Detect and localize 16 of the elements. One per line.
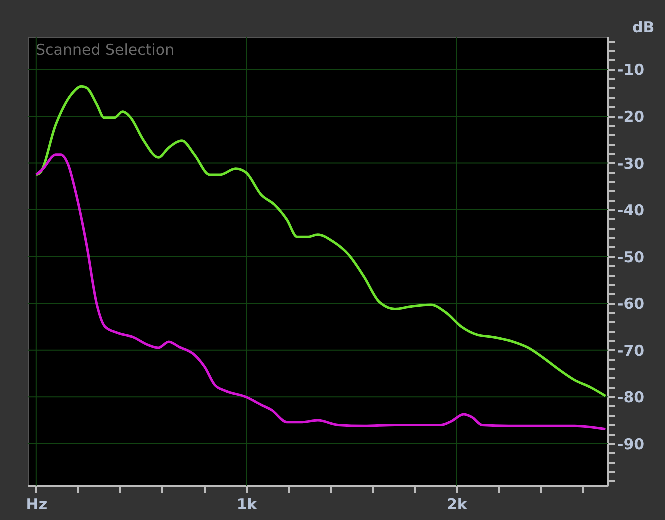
y-tick-label: -60 <box>618 295 645 314</box>
x-tick-label: 1k <box>236 496 258 514</box>
chart-title: Scanned Selection <box>36 41 175 59</box>
x-tick-label: Hz <box>26 496 48 514</box>
x-tick-label: 2k <box>446 496 468 514</box>
y-tick-label: -10 <box>618 61 645 80</box>
y-tick-label: -40 <box>618 202 645 220</box>
y-tick-label: -70 <box>618 342 645 360</box>
y-axis-title: dB <box>632 18 655 36</box>
line-series <box>35 85 607 398</box>
y-tick-label: -30 <box>618 154 645 173</box>
line-series <box>35 154 607 431</box>
y-tick-label: -20 <box>618 108 645 126</box>
y-tick-label: -80 <box>618 388 645 407</box>
y-tick-label: -50 <box>618 248 645 266</box>
y-tick-label: -90 <box>618 435 645 454</box>
